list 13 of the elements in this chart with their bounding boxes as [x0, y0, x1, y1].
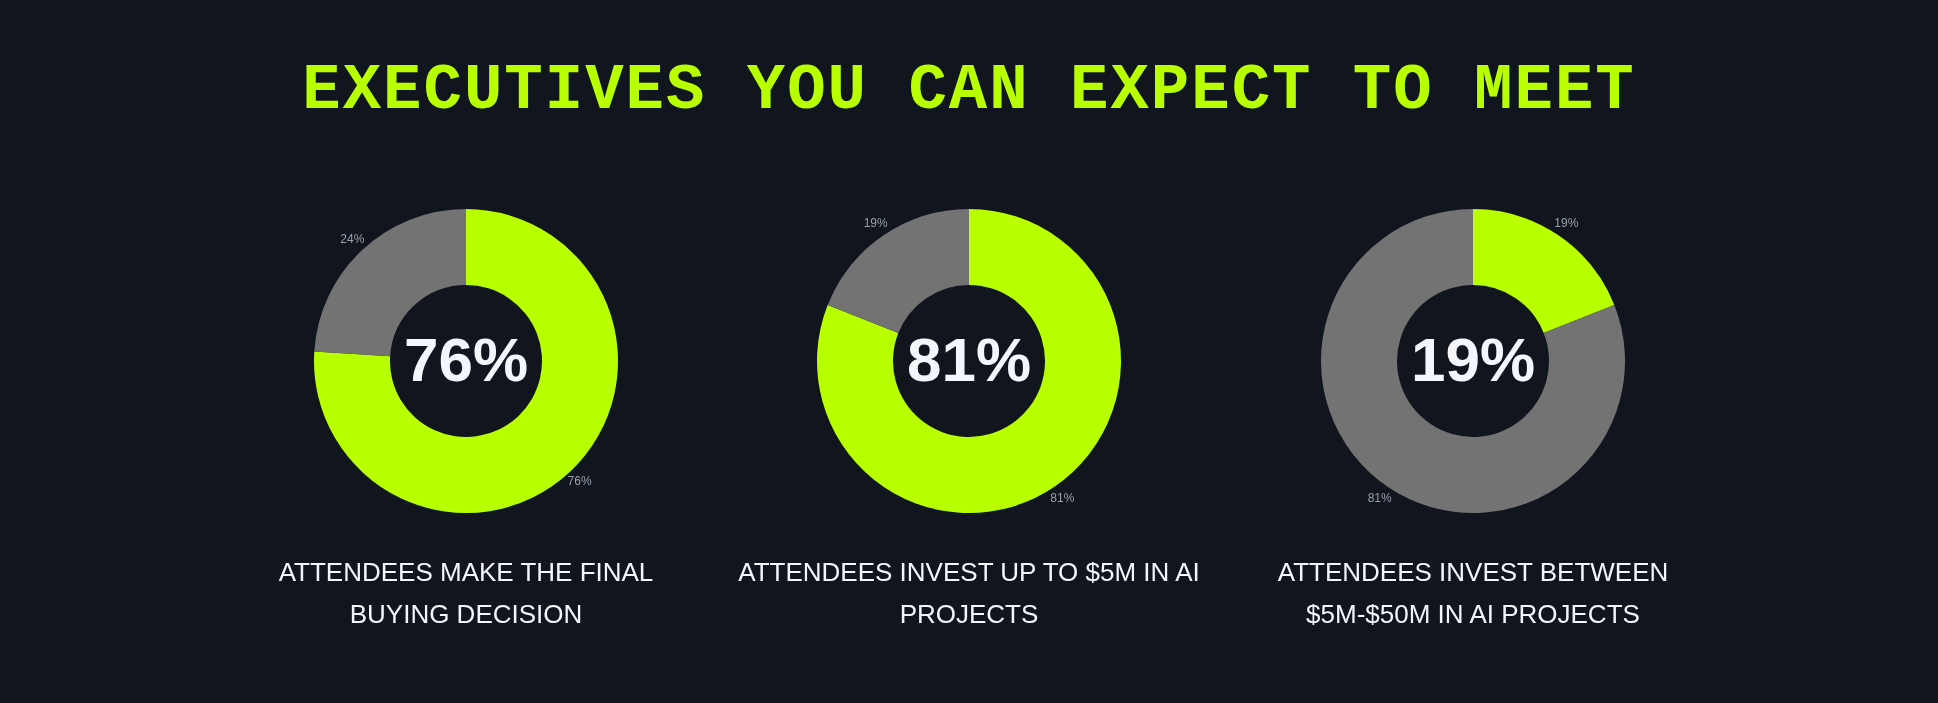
text: 19%	[1410, 325, 1536, 395]
text: 76%	[403, 325, 529, 395]
text: 81%	[906, 325, 1032, 395]
data-label: 81%	[1050, 490, 1075, 505]
text: EXECUTIVES YOU CAN EXPECT TO MEET	[301, 55, 1637, 127]
data-label: 81%	[1367, 490, 1393, 505]
data-label: 19%	[1554, 216, 1579, 231]
data-label: 24%	[340, 232, 365, 247]
data-label: 19%	[863, 216, 889, 231]
text: ATTENDEES INVEST UP TO $5M IN AI PROJECTS	[737, 556, 1201, 631]
text: ATTENDEES MAKE THE FINAL BUYING DECISION	[277, 556, 655, 631]
data-label: 76%	[567, 474, 592, 489]
text: ATTENDEES INVEST BETWEEN $5M-$50M IN AI PROJECTS	[1276, 556, 1670, 631]
